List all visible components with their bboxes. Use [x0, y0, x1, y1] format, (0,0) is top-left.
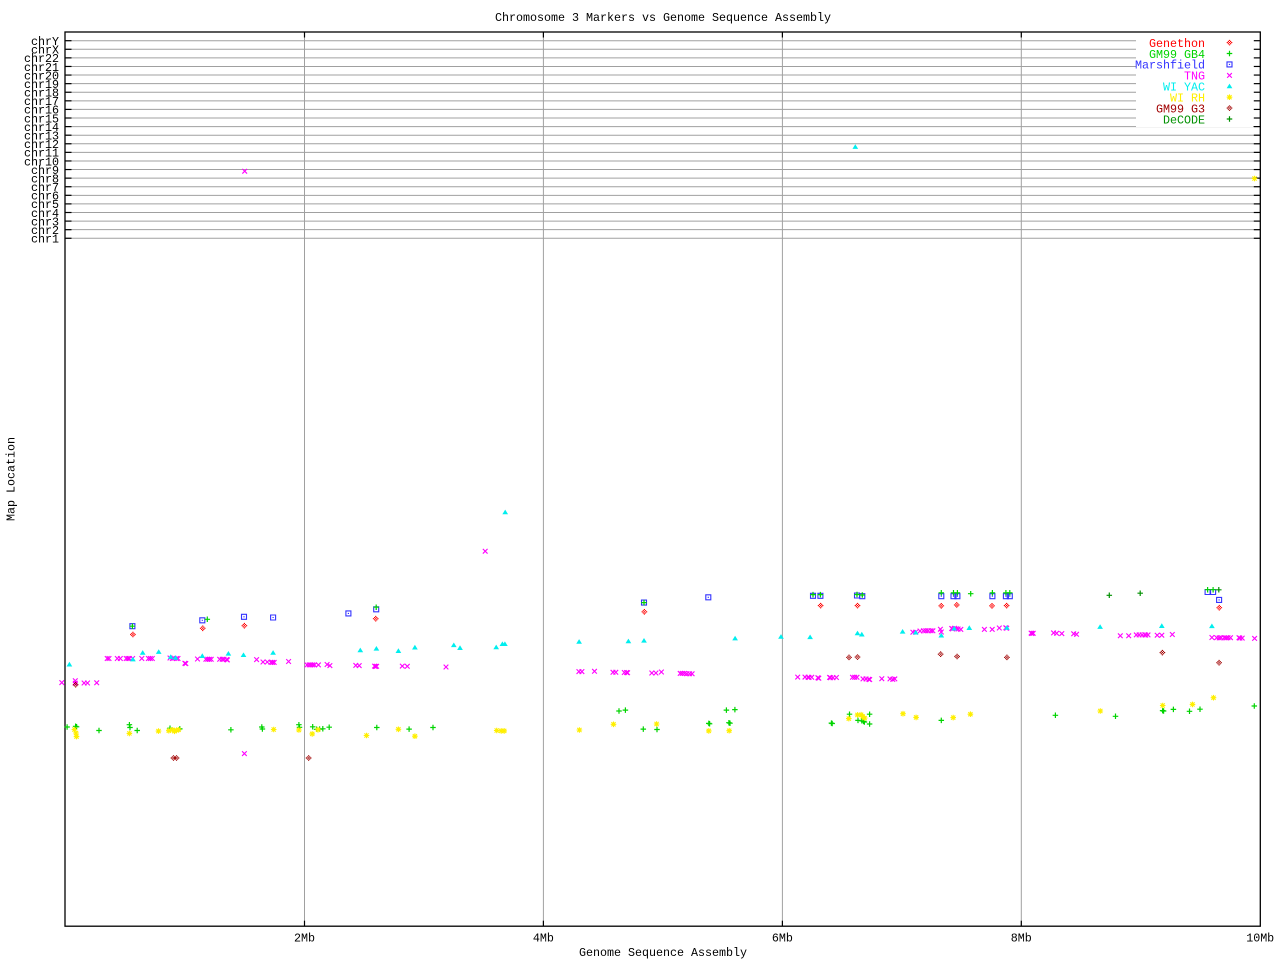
svg-text:chr15: chr15	[24, 112, 59, 126]
svg-text:chr19: chr19	[24, 78, 59, 92]
svg-text:chr10: chr10	[24, 155, 59, 169]
svg-text:chr16: chr16	[24, 104, 59, 118]
svg-text:chr12: chr12	[24, 138, 59, 152]
svg-text:TNG: TNG	[1184, 70, 1205, 84]
svg-text:6Mb: 6Mb	[772, 931, 793, 945]
svg-text:Genethon: Genethon	[1149, 37, 1205, 51]
svg-text:GM99 G3: GM99 G3	[1156, 102, 1205, 116]
svg-text:Genome Sequence Assembly: Genome Sequence Assembly	[579, 946, 747, 960]
svg-text:chr18: chr18	[24, 87, 59, 101]
svg-text:4Mb: 4Mb	[533, 931, 554, 945]
svg-text:Marshfield: Marshfield	[1135, 59, 1205, 73]
svg-text:chr9: chr9	[31, 164, 59, 178]
svg-text:Chromosome 3 Markers vs Genome: Chromosome 3 Markers vs Genome Sequence …	[495, 11, 831, 25]
svg-text:chr20: chr20	[24, 69, 59, 83]
svg-text:chr2: chr2	[31, 224, 59, 238]
svg-text:GM99 GB4: GM99 GB4	[1149, 48, 1205, 62]
svg-text:chr1: chr1	[31, 233, 59, 247]
svg-text:chr3: chr3	[31, 215, 59, 229]
svg-text:chr22: chr22	[24, 52, 59, 66]
svg-text:10Mb: 10Mb	[1246, 931, 1274, 945]
svg-text:8Mb: 8Mb	[1011, 931, 1032, 945]
svg-text:chr11: chr11	[24, 147, 59, 161]
svg-text:2Mb: 2Mb	[294, 931, 315, 945]
svg-text:chr14: chr14	[24, 121, 59, 135]
svg-text:Map Location: Map Location	[5, 437, 19, 521]
svg-text:chrY: chrY	[31, 35, 59, 49]
svg-text:chr17: chr17	[24, 95, 59, 109]
svg-text:DeCODE: DeCODE	[1163, 113, 1205, 127]
svg-text:chr4: chr4	[31, 207, 59, 221]
svg-text:chr7: chr7	[31, 181, 59, 195]
svg-text:chr6: chr6	[31, 190, 59, 204]
svg-text:chr8: chr8	[31, 172, 59, 186]
svg-text:chr5: chr5	[31, 198, 59, 212]
svg-text:chrX: chrX	[31, 44, 59, 58]
svg-text:WI YAC: WI YAC	[1163, 81, 1205, 95]
svg-text:chr13: chr13	[24, 130, 59, 144]
svg-text:WI RH: WI RH	[1170, 92, 1205, 106]
svg-text:chr21: chr21	[24, 61, 59, 75]
